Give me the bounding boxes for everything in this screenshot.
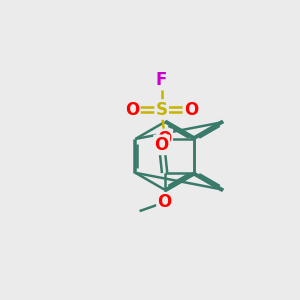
Text: O: O [158,130,172,148]
Text: O: O [154,136,169,154]
Text: O: O [184,100,198,118]
Text: S: S [156,100,168,118]
Text: O: O [158,193,172,211]
Text: F: F [156,71,167,89]
Text: O: O [125,100,139,118]
